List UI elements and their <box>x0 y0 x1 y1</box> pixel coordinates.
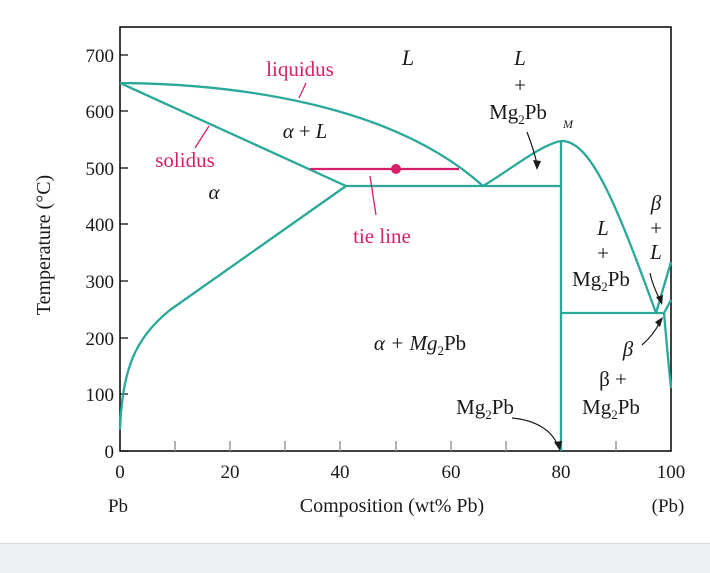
x-tick-label: 20 <box>221 462 240 483</box>
y-tick-label: 300 <box>86 272 115 293</box>
solidus-line <box>119 81 347 188</box>
y-tick-label: 200 <box>86 329 115 350</box>
label-beta-plus-mg2pb: β + Mg2Pb <box>582 367 640 422</box>
tie-line-point <box>391 164 401 174</box>
y-ticks <box>120 54 128 452</box>
svg-text:Mg2Pb: Mg2Pb <box>572 267 630 294</box>
y-tick-label: 500 <box>86 159 115 180</box>
x-tick-label: 80 <box>552 462 571 483</box>
alpha-solvus-line <box>118 185 347 431</box>
svg-text:Mg2Pb: Mg2Pb <box>582 395 640 422</box>
beta-solvus-line <box>662 312 673 389</box>
y-axis-title: Temperature (°C) <box>33 175 55 315</box>
x-axis-title: Composition (wt% Pb) <box>300 495 484 517</box>
label-beta-plus-liquid: β + L <box>649 191 662 264</box>
label-alpha-plus-liquid: α + L <box>283 119 328 143</box>
liquidus-line-right <box>560 139 658 314</box>
liquidus-line-mg2pb <box>482 139 562 187</box>
label-liquid: L <box>401 45 414 70</box>
x-right-label: (Pb) <box>652 496 685 517</box>
arrow-heads <box>533 160 663 451</box>
label-alpha: α <box>208 180 220 204</box>
svg-text:β +: β + <box>599 367 627 391</box>
liquidus-line-left <box>119 81 484 187</box>
label-liquid-plus-mg2pb-top: L + Mg2Pb M <box>489 46 574 131</box>
svg-text:+: + <box>514 73 526 97</box>
svg-text:β: β <box>650 191 662 215</box>
label-liquid-plus-mg2pb-mid: L + Mg2Pb <box>572 216 630 294</box>
svg-text:Mg2Pb: Mg2Pb <box>489 100 547 127</box>
x-tick-label: 0 <box>115 462 125 483</box>
svg-text:+: + <box>650 216 662 240</box>
svg-text:L: L <box>649 240 662 264</box>
footer-bar <box>0 543 710 573</box>
y-tick-label: 100 <box>86 385 115 406</box>
x-tick-label: 40 <box>331 462 350 483</box>
label-mg2pb-compound: Mg2Pb <box>456 395 514 422</box>
phase-boundaries <box>118 81 673 451</box>
liquidus-label: liquidus <box>266 57 334 81</box>
label-alpha-plus-mg2pb: α + Mg2Pb <box>374 331 466 358</box>
beta-liquidus-line <box>654 261 673 314</box>
label-beta: β <box>622 337 634 361</box>
svg-text:L: L <box>513 46 526 70</box>
svg-text:+: + <box>597 241 609 265</box>
x-tick-label: 100 <box>657 462 686 483</box>
x-tick-label: 60 <box>442 462 461 483</box>
x-left-label: Pb <box>108 496 128 517</box>
x-ticks <box>174 441 617 451</box>
y-tick-label: 400 <box>86 215 115 236</box>
y-tick-label: 700 <box>86 46 115 67</box>
svg-text:L: L <box>596 216 609 240</box>
solidus-label: solidus <box>155 148 215 172</box>
tie-line-label: tie line <box>353 224 411 248</box>
svg-text:M: M <box>562 117 574 131</box>
annotation-leaders <box>194 82 377 216</box>
beta-solidus-line <box>662 299 673 314</box>
y-tick-label: 600 <box>86 102 115 123</box>
y-tick-label: 0 <box>105 442 115 463</box>
